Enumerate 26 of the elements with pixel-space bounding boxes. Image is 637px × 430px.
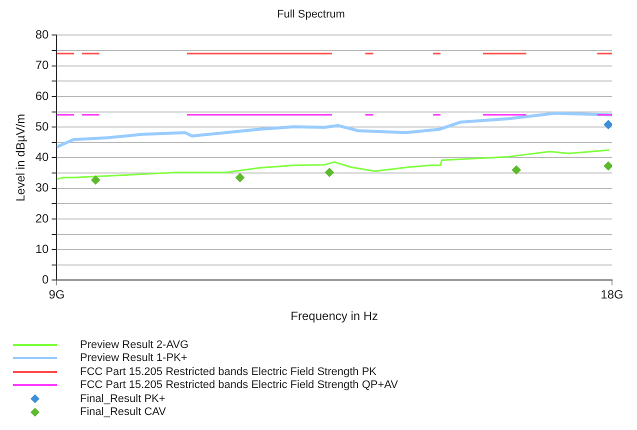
y-tick-label: 30 bbox=[35, 180, 50, 195]
point bbox=[235, 173, 244, 182]
x-tick-label: 18G bbox=[600, 288, 624, 302]
legend-label: FCC Part 15.205 Restricted bands Electric Field Strength QP+AV bbox=[80, 379, 398, 392]
y-tick-label: 50 bbox=[35, 119, 50, 134]
y-tick-label: 0 bbox=[42, 272, 50, 287]
point bbox=[604, 120, 612, 130]
point bbox=[91, 176, 100, 185]
legend-label: FCC Part 15.205 Restricted bands Electric Field Strength PK bbox=[80, 366, 377, 378]
x-tick-label: 9G bbox=[48, 288, 65, 302]
y-tick-label: 40 bbox=[35, 150, 50, 164]
y-tick-label: 80 bbox=[35, 28, 50, 42]
y-tick-label: 60 bbox=[35, 88, 50, 103]
y-tick-label: 70 bbox=[35, 58, 50, 72]
legend-label: Final_Result PK+ bbox=[80, 392, 166, 405]
chart-title: Full Spectrum bbox=[277, 8, 345, 21]
legend-label: Preview Result 1-PK+ bbox=[80, 352, 188, 364]
point bbox=[512, 165, 521, 174]
point bbox=[324, 168, 334, 177]
legend-label: Final_Result CAV bbox=[80, 406, 166, 418]
legend-label: Preview Result 2-AVG bbox=[80, 338, 189, 351]
x-axis-title: Frequency in Hz bbox=[290, 309, 378, 324]
y-tick-label: 10 bbox=[35, 242, 50, 256]
y-axis-title: Level in dBµV/m bbox=[14, 114, 28, 202]
y-tick-label: 20 bbox=[35, 211, 50, 226]
point bbox=[604, 161, 612, 170]
